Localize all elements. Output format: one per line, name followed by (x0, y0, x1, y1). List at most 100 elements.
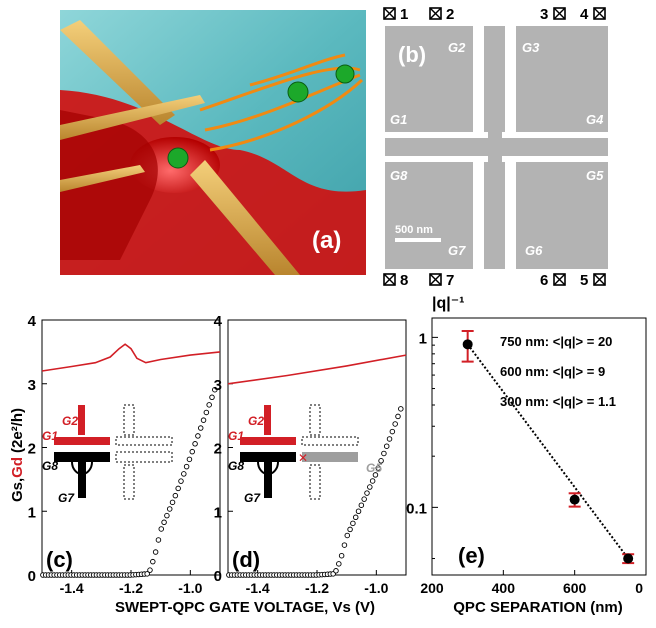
contact-cross-b (383, 7, 396, 20)
panel-e-plot: 0.1 1 200 400 600 0 750 nm: <|q|> = 20 600 nm: … (406, 295, 647, 616)
series-gs-point (392, 421, 398, 427)
inset-gate-g7 (264, 462, 272, 498)
contact-box (429, 273, 442, 286)
inset-edge-loop (257, 461, 279, 475)
ylabel-gd: Gd (9, 457, 26, 478)
series-gs-point (344, 532, 351, 539)
panel-c-ylabel: Gs,Gd(2e²/h) (9, 408, 26, 502)
inset-edge-loop (71, 461, 93, 475)
contact-number: 8 (400, 272, 408, 289)
y-tick-label: 4 (28, 313, 37, 330)
gate-label-7: G7 (448, 243, 466, 258)
channel-bottom-left (473, 160, 484, 269)
inset-label-g8: G8 (228, 459, 244, 473)
series-gs-point (336, 561, 342, 567)
contact-cross-b (553, 7, 566, 20)
contact-number: 6 (540, 272, 548, 289)
contact-box (383, 7, 396, 20)
x-tick-label: -1.4 (60, 580, 84, 596)
x-tick-label: 600 (563, 580, 587, 596)
series-gs-point (181, 471, 187, 477)
series-gs-point (350, 520, 356, 527)
contact-box (383, 273, 396, 286)
inset-gate-g7 (78, 462, 86, 498)
series-gs-point (155, 537, 162, 543)
series-gs-point (197, 425, 204, 431)
gate-label-4: G4 (586, 112, 604, 127)
inset-label-g7: G7 (58, 491, 75, 505)
series-gs-point (178, 478, 184, 484)
inset-cut-mark: ✕ (298, 451, 308, 465)
contact-number: 5 (580, 272, 588, 289)
gate-label-1: G1 (390, 112, 407, 127)
panel-a-illustration: (a) (60, 10, 366, 275)
inset-gate-g1 (240, 437, 296, 445)
gate-label-2: G2 (448, 40, 466, 55)
plot-frame (41, 319, 221, 576)
contact-box (553, 273, 566, 286)
inset-label-g7: G7 (244, 491, 261, 505)
y-tick-label: 0 (28, 568, 36, 585)
data-point (462, 339, 473, 350)
contact-cross-b (593, 273, 606, 286)
series-gs-point (212, 386, 218, 393)
fit-line (466, 343, 629, 560)
contact-3: 3 (540, 6, 566, 23)
contact-cross-b (553, 273, 566, 286)
series-gs-point (209, 394, 215, 401)
panel-e-xlabel: QPC SEPARATION (nm) (453, 599, 622, 616)
contact-8: 8 (383, 272, 408, 289)
panel-c-label: (c) (46, 547, 73, 572)
x-tick-label: 400 (492, 580, 516, 596)
series-gs-point (338, 552, 345, 559)
contact-number: 7 (446, 272, 454, 289)
series-gs-point (381, 450, 387, 457)
ylabel-unit: (2e²/h) (9, 408, 26, 453)
contact-box (593, 273, 606, 286)
electron-1 (167, 147, 189, 169)
y-tick-label: 1 (419, 330, 427, 347)
legend-entry-1: 750 nm: <|q|> = 20 (500, 334, 612, 349)
contact-number: 2 (446, 6, 454, 23)
gold-gate-3 (60, 165, 145, 192)
x-tick-label: -1.2 (119, 580, 143, 596)
series-gs-point (147, 567, 153, 573)
series-gs-point (164, 512, 170, 519)
channel-top-left (473, 26, 484, 138)
series-gs-point (186, 456, 193, 463)
red-shadow (60, 110, 158, 260)
series-gs-point (386, 436, 393, 442)
y-tick-label: 0.1 (406, 500, 427, 517)
inset-dashed-g3 (123, 404, 135, 436)
series-gs-point (195, 433, 201, 439)
inset-label-g2: G2 (62, 414, 78, 428)
series-gs-point (192, 441, 198, 447)
panel-d-label: (d) (232, 547, 260, 572)
series-gs-point (369, 478, 376, 484)
inset-label-g2: G2 (248, 414, 264, 428)
svg-text:Gs,Gd(2e²/h): Gs,Gd(2e²/h) (9, 408, 26, 502)
panel-b-gate-layout: 500 nm (b) G1 G2 G3 G4 G5 G6 G7 G8 1 2 3 4 5 6 7 8 (383, 6, 608, 289)
channel-right-bottom (502, 156, 608, 162)
contact-4: 4 (580, 6, 606, 23)
series-gs-point (395, 413, 401, 420)
inset-dashed-g5 (115, 451, 173, 463)
inset-dashed-g4 (301, 436, 359, 446)
series-gs-point (152, 549, 159, 555)
gold-gate-4 (190, 160, 300, 275)
series-gs-point (189, 448, 196, 455)
inset-dashed-g3 (309, 404, 321, 436)
x-tick-label: -1.0 (364, 580, 388, 596)
field-line-3 (209, 78, 364, 152)
plot-frame (227, 319, 407, 576)
channel-bottom-right (505, 160, 516, 269)
series-gs-point (158, 526, 165, 532)
y-tick-label: 4 (214, 313, 223, 330)
panel-b-label: (b) (398, 42, 426, 67)
y-tick-label: 2 (28, 441, 36, 458)
contact-5: 5 (580, 272, 606, 289)
series-gs-point (367, 484, 373, 490)
series-gs-point (341, 542, 348, 548)
inset-label-g1: G1 (42, 429, 58, 443)
